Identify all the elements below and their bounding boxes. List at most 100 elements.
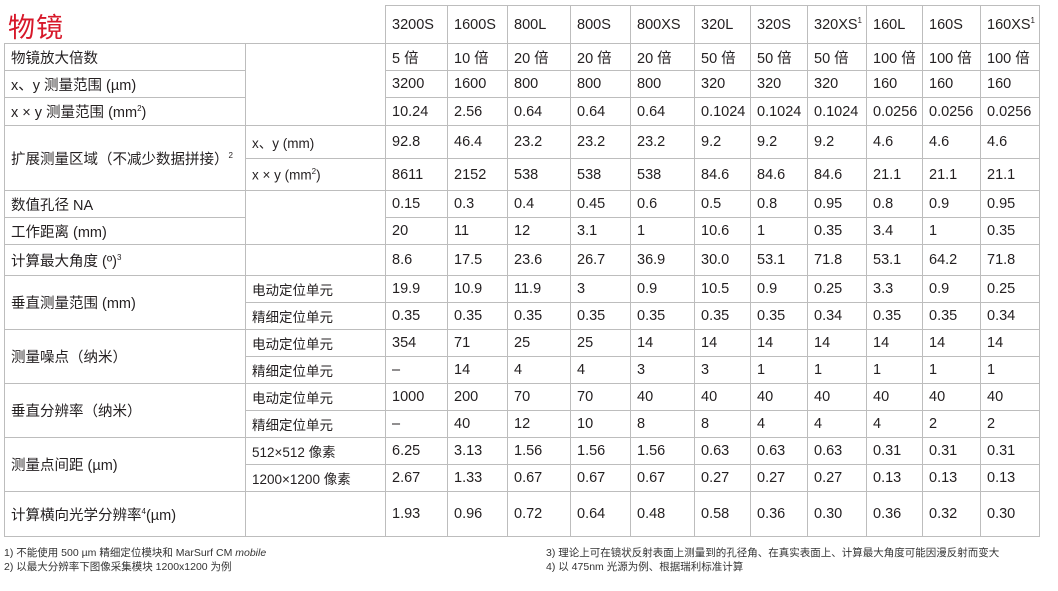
- model-header: 800XS: [630, 5, 695, 44]
- sub-label: 电动定位单元: [245, 383, 386, 411]
- value-cell: 10: [570, 410, 631, 438]
- objective-spec-table: 3200S 1600S 800L 800S 800XS 320L 320S 320XS1 160…: [4, 5, 1040, 537]
- value-cell: 40: [980, 383, 1040, 411]
- value-cell: 160: [922, 70, 981, 98]
- table-row: 物镜放大倍数 5 倍 10 倍 20 倍 20 倍 20 倍 50 倍 50 倍 50 倍 100…: [4, 43, 1040, 126]
- value-cell: 538: [570, 158, 631, 191]
- value-cell: 0.64: [630, 97, 695, 126]
- value-cell: 4: [507, 356, 571, 384]
- value-cell: 0.0256: [980, 97, 1040, 126]
- value-cell: 14: [807, 329, 867, 357]
- value-cell: 800: [570, 70, 631, 98]
- value-cell: 0.95: [980, 190, 1040, 218]
- value-cell: 14: [866, 329, 923, 357]
- value-cell: 23.2: [507, 125, 571, 159]
- value-cell: 1.56: [507, 437, 571, 465]
- value-cell: 1: [922, 356, 981, 384]
- value-cell: 92.8: [385, 125, 448, 159]
- value-cell: 40: [447, 410, 508, 438]
- value-cell: 14: [922, 329, 981, 357]
- value-cell: 36.9: [630, 244, 695, 276]
- row-label: 物镜放大倍数: [4, 43, 246, 71]
- table-row: 计算最大角度 (º)3 8.6 17.5 23.6 26.7 36.9 30.0 53.1 71…: [4, 244, 1040, 276]
- value-cell: 0.63: [694, 437, 751, 465]
- value-cell: 50 倍: [807, 43, 867, 71]
- value-cell: 10.6: [694, 217, 751, 245]
- row-label: x、y 测量范围 (µm): [4, 70, 246, 98]
- value-cell: 0.63: [807, 437, 867, 465]
- value-cell: 14: [750, 329, 808, 357]
- value-cell: 40: [694, 383, 751, 411]
- value-cell: 12: [507, 217, 571, 245]
- sub-label: 精细定位单元: [245, 356, 386, 384]
- value-cell: 1: [750, 356, 808, 384]
- value-cell: 0.35: [866, 302, 923, 330]
- value-cell: 71.8: [807, 244, 867, 276]
- value-cell: 3: [630, 356, 695, 384]
- value-cell: 14: [980, 329, 1040, 357]
- table-row: 数值孔径 NA 0.15 0.3 0.4 0.45 0.6 0.5 0.8 0.95 0.8 0.9…: [4, 190, 1040, 245]
- footnote-4: 4) 以 475nm 光源为例、根据瑞利标准计算: [546, 560, 744, 573]
- value-cell: 0.36: [866, 491, 923, 537]
- sub-label: x、y (mm): [245, 125, 386, 159]
- row-label: 计算横向光学分辨率4(µm): [4, 491, 246, 537]
- value-cell: 0.8: [750, 190, 808, 218]
- value-cell: 10.9: [447, 275, 508, 303]
- value-cell: 160: [866, 70, 923, 98]
- value-cell: 0.9: [750, 275, 808, 303]
- value-cell: 40: [807, 383, 867, 411]
- table-row: x × y (mm2) 8611 2152 538 538 538 84.6 84.6 84.6…: [5, 158, 1040, 191]
- sub-label-empty: [245, 244, 386, 276]
- value-cell: 200: [447, 383, 508, 411]
- value-cell: 4.6: [980, 125, 1040, 159]
- value-cell: 53.1: [750, 244, 808, 276]
- value-cell: 100 倍: [980, 43, 1040, 71]
- value-cell: 2.56: [447, 97, 508, 126]
- value-cell: 0.35: [750, 302, 808, 330]
- value-cell: 320: [750, 70, 808, 98]
- value-cell: 10 倍: [447, 43, 508, 71]
- sub-label: 512×512 像素: [245, 437, 386, 465]
- value-cell: 10.5: [694, 275, 751, 303]
- value-cell: 0.5: [694, 190, 751, 218]
- value-cell: 0.64: [507, 97, 571, 126]
- value-cell: 0.35: [807, 217, 867, 245]
- table-row: 测量点间距 (µm) 512×512 像素 6.25 3.13 1.56 1.56 1.56…: [4, 437, 1040, 492]
- row-label: 数值孔径 NA: [4, 190, 246, 218]
- model-header: 320L: [694, 5, 751, 44]
- value-cell: 0.13: [866, 464, 923, 492]
- value-cell: 0.63: [750, 437, 808, 465]
- value-cell: 0.27: [807, 464, 867, 492]
- value-cell: 100 倍: [922, 43, 981, 71]
- value-cell: 3: [570, 275, 631, 303]
- sub-label-empty: [245, 491, 386, 537]
- header-corner: [4, 5, 386, 44]
- value-cell: 23.2: [630, 125, 695, 159]
- value-cell: 0.95: [807, 190, 867, 218]
- value-cell: 19.9: [385, 275, 448, 303]
- value-cell: 0.0256: [866, 97, 923, 126]
- value-cell: 1.33: [447, 464, 508, 492]
- value-cell: 30.0: [694, 244, 751, 276]
- value-cell: 1600: [447, 70, 508, 98]
- value-cell: 354: [385, 329, 448, 357]
- value-cell: 0.30: [980, 491, 1040, 537]
- value-cell: 0.35: [447, 302, 508, 330]
- value-cell: 84.6: [807, 158, 867, 191]
- value-cell: 0.30: [807, 491, 867, 537]
- footnotes-left: 1) 不能使用 500 µm 精细定位模块和 MarSurf CM mobile…: [4, 547, 504, 574]
- model-header: 160XS1: [980, 5, 1040, 44]
- value-cell: 0.67: [570, 464, 631, 492]
- value-cell: 0.1024: [807, 97, 867, 126]
- value-cell: 5 倍: [385, 43, 448, 71]
- value-cell: 0.15: [385, 190, 448, 218]
- value-cell: 10.24: [385, 97, 448, 126]
- value-cell: 0.3: [447, 190, 508, 218]
- value-cell: 64.2: [922, 244, 981, 276]
- value-cell: 26.7: [570, 244, 631, 276]
- footnote-1: 1) 不能使用 500 µm 精细定位模块和 MarSurf CM mobile: [4, 547, 267, 559]
- value-cell: 0.27: [750, 464, 808, 492]
- value-cell: 53.1: [866, 244, 923, 276]
- value-cell: 4.6: [866, 125, 923, 159]
- sub-label-empty: [245, 190, 386, 245]
